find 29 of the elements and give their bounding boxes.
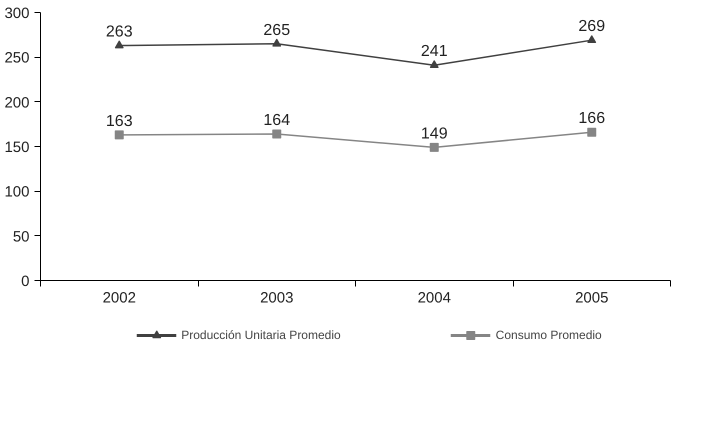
x-tick-label: 2002 <box>102 290 136 306</box>
data-label: 163 <box>106 112 133 130</box>
y-tick-label: 300 <box>4 5 30 22</box>
legend-label: Producción Unitaria Promedio <box>181 328 341 342</box>
point <box>272 38 282 47</box>
x-tick-label: 2005 <box>575 290 608 306</box>
y-tick-label: 250 <box>4 50 30 67</box>
y-tick-label: 50 <box>12 228 30 246</box>
point <box>587 35 596 44</box>
y-tick-label: 100 <box>4 184 30 201</box>
data-label: 164 <box>263 112 290 129</box>
data-label: 263 <box>106 24 133 41</box>
y-tick-label: 200 <box>4 94 30 112</box>
data-label: 166 <box>578 110 606 128</box>
point <box>430 142 439 152</box>
x-tick-label: 2004 <box>418 290 451 306</box>
point <box>430 60 439 68</box>
point <box>114 130 124 140</box>
x-tick-label: 2003 <box>260 290 294 306</box>
y-tick-label: 150 <box>4 139 30 156</box>
data-label: 269 <box>578 18 606 36</box>
legend-label: Consumo Promedio <box>496 328 602 342</box>
data-label: 149 <box>420 125 448 142</box>
point <box>587 128 596 137</box>
data-label: 265 <box>263 22 290 39</box>
point <box>114 40 124 48</box>
y-tick-label: 0 <box>21 273 30 290</box>
data-label: 241 <box>420 43 448 60</box>
point <box>272 129 282 138</box>
